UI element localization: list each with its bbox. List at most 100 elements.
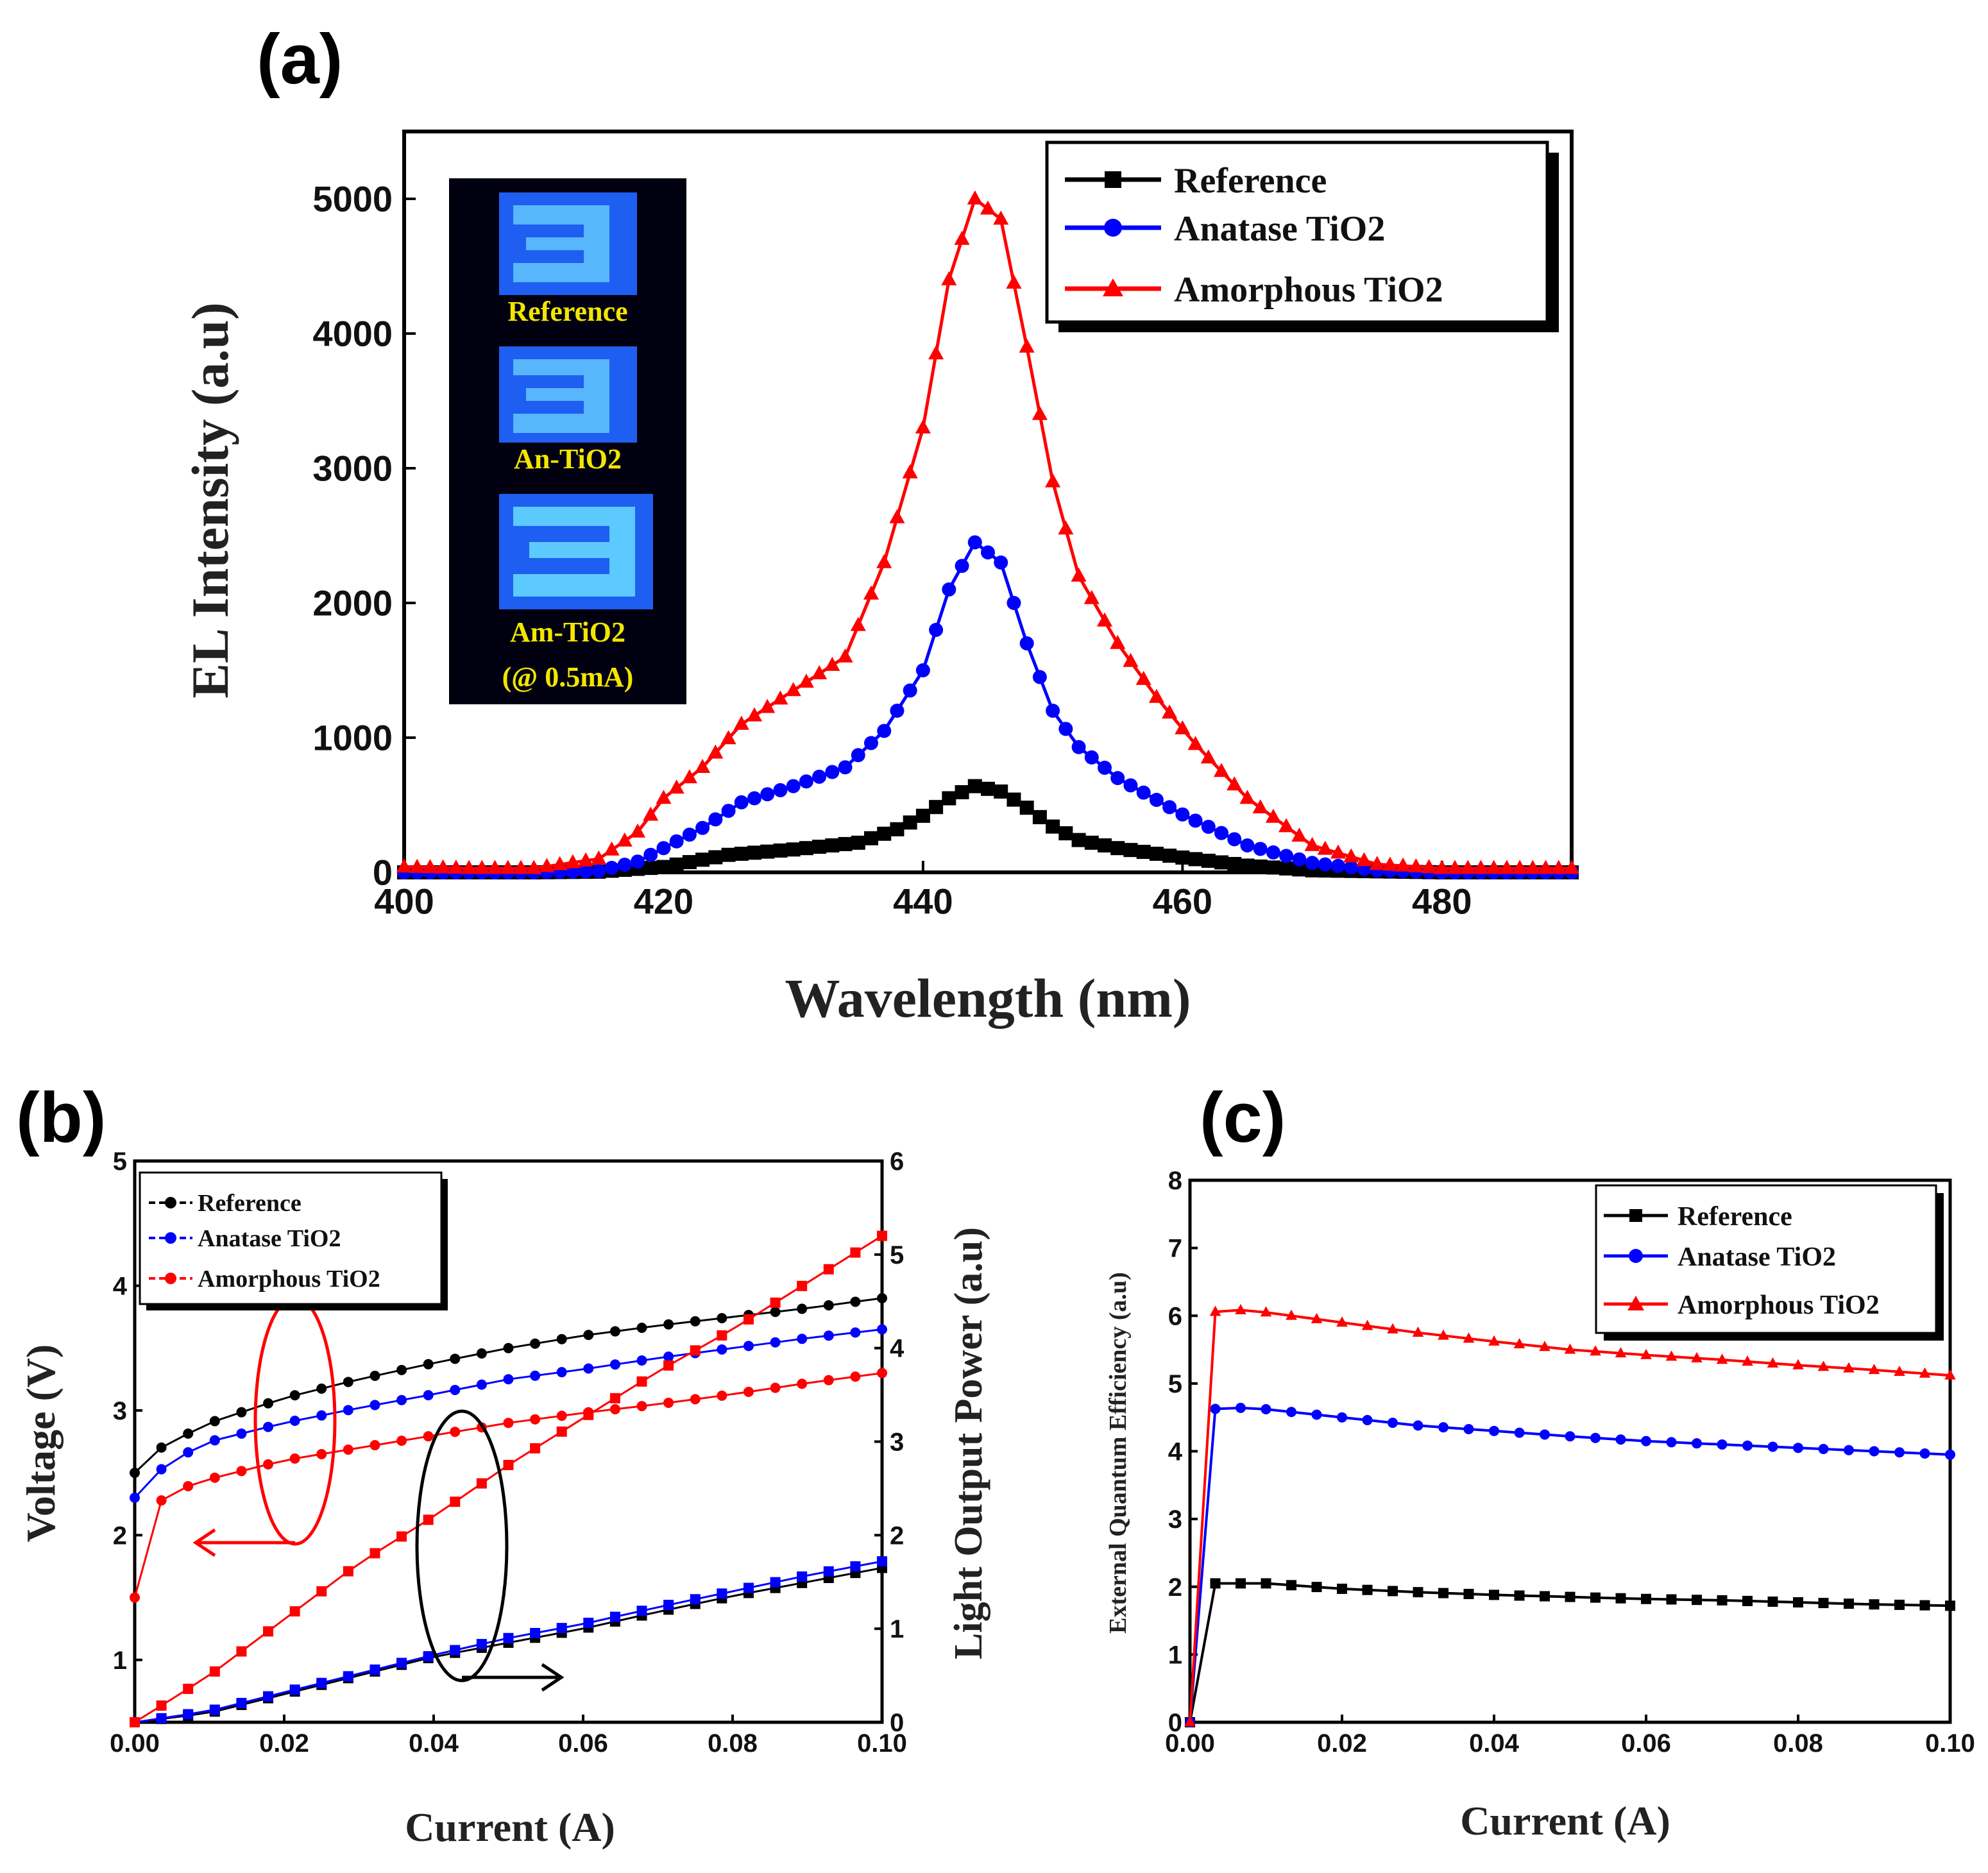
data-point xyxy=(423,1390,434,1401)
data-point xyxy=(743,1582,754,1593)
data-point xyxy=(770,1382,781,1393)
data-point xyxy=(797,1334,808,1344)
data-point xyxy=(668,779,684,794)
data-point xyxy=(450,1384,461,1395)
data-point xyxy=(1615,1593,1626,1604)
data-point xyxy=(1869,1446,1880,1457)
data-point xyxy=(503,1343,514,1353)
data-point xyxy=(824,656,840,671)
data-point xyxy=(1336,1316,1348,1327)
x-tick-label: 0.08 xyxy=(708,1729,758,1758)
data-point xyxy=(1767,1596,1778,1607)
data-point xyxy=(656,860,671,874)
data-point xyxy=(1045,473,1061,487)
data-point xyxy=(717,1344,727,1355)
data-point xyxy=(1717,1439,1728,1450)
panel-b-legend-label-anatase: Anatase TiO2 xyxy=(198,1225,341,1252)
data-point xyxy=(823,1300,834,1310)
data-point xyxy=(773,783,788,797)
data-point xyxy=(747,791,761,806)
data-point xyxy=(1447,860,1463,874)
data-point xyxy=(263,1626,274,1637)
data-point xyxy=(942,582,956,597)
data-point xyxy=(760,699,776,713)
data-point xyxy=(539,858,555,872)
data-point xyxy=(890,704,905,718)
panel-b-legend-entry-amorphous: Amorphous TiO2 xyxy=(149,1266,380,1292)
panel-label-a: (a) xyxy=(257,20,343,99)
data-point xyxy=(1252,799,1268,813)
data-point xyxy=(743,1314,754,1325)
data-point xyxy=(513,860,529,874)
data-point xyxy=(1894,1365,1905,1376)
panel-b-power-ellipse xyxy=(415,1409,509,1682)
data-point xyxy=(1330,844,1347,859)
data-point xyxy=(1640,1348,1652,1359)
y-tick-label: 3000 xyxy=(312,448,393,489)
data-point xyxy=(812,840,827,854)
data-point xyxy=(1438,1329,1449,1340)
data-point xyxy=(663,1319,674,1330)
data-point xyxy=(1945,1449,1955,1460)
data-point xyxy=(1235,1303,1246,1314)
data-point xyxy=(1110,771,1125,785)
data-point xyxy=(1395,857,1411,872)
data-point xyxy=(1793,1597,1803,1608)
data-point xyxy=(1382,856,1398,871)
data-point xyxy=(797,1571,808,1582)
panel-label-c: (c) xyxy=(1200,1078,1286,1157)
x-tick-label: 460 xyxy=(1153,881,1212,921)
data-point xyxy=(1413,1420,1423,1431)
data-point xyxy=(183,1709,194,1720)
data-point xyxy=(799,841,813,856)
data-point xyxy=(708,850,723,865)
data-point xyxy=(1514,1427,1525,1438)
data-point xyxy=(1499,860,1515,874)
x-tick-label: 0.04 xyxy=(1469,1729,1520,1758)
data-point xyxy=(583,1330,594,1341)
data-point xyxy=(889,509,905,523)
data-point xyxy=(370,1370,380,1381)
data-point xyxy=(236,1698,247,1708)
data-point xyxy=(1286,1580,1296,1591)
legend-marker-square xyxy=(1105,171,1121,188)
data-point xyxy=(1019,636,1034,650)
data-point xyxy=(1894,1599,1905,1610)
data-point xyxy=(1265,808,1281,823)
panel-c-legend-box xyxy=(1595,1184,1937,1334)
data-point xyxy=(1692,1595,1702,1606)
series-amorphous-tio2 xyxy=(1184,1303,1956,1727)
data-point xyxy=(1227,856,1242,871)
legend-marker-circle xyxy=(165,1273,176,1284)
x-tick-label: 0.06 xyxy=(1621,1729,1671,1758)
data-point xyxy=(1944,1369,1956,1380)
data-point xyxy=(1844,1445,1854,1455)
data-point xyxy=(1460,860,1476,874)
data-point xyxy=(1817,1360,1830,1371)
data-point xyxy=(1512,860,1528,874)
data-point xyxy=(636,1376,647,1387)
data-point xyxy=(695,759,711,773)
data-point xyxy=(156,1700,167,1711)
series-anatase-tio2 xyxy=(1185,1402,1955,1727)
data-point xyxy=(609,1326,620,1337)
data-point xyxy=(1641,1593,1651,1604)
data-point xyxy=(316,1677,327,1688)
data-point xyxy=(1201,853,1216,868)
panel-b-chart: 0.00 0.02 0.04 0.06 0.08 0.10 1 2 3 4 5 0 1 2 3 4 5 6 Cur… xyxy=(18,1148,990,1850)
data-point xyxy=(1318,857,1332,872)
data-point xyxy=(682,855,697,870)
data-point xyxy=(1540,1591,1550,1602)
series-reference xyxy=(1185,1578,1955,1727)
data-point xyxy=(1304,836,1320,851)
y-tick-label: 6 xyxy=(1168,1302,1182,1330)
y2-tick-label: 2 xyxy=(890,1521,904,1550)
data-point xyxy=(1344,860,1359,875)
data-point xyxy=(954,230,970,245)
data-point xyxy=(1473,860,1489,874)
inset-label-anatase: An-TiO2 xyxy=(514,443,622,475)
data-point xyxy=(1149,793,1164,808)
data-point xyxy=(760,844,775,859)
data-point xyxy=(877,724,892,738)
data-point xyxy=(863,585,879,600)
